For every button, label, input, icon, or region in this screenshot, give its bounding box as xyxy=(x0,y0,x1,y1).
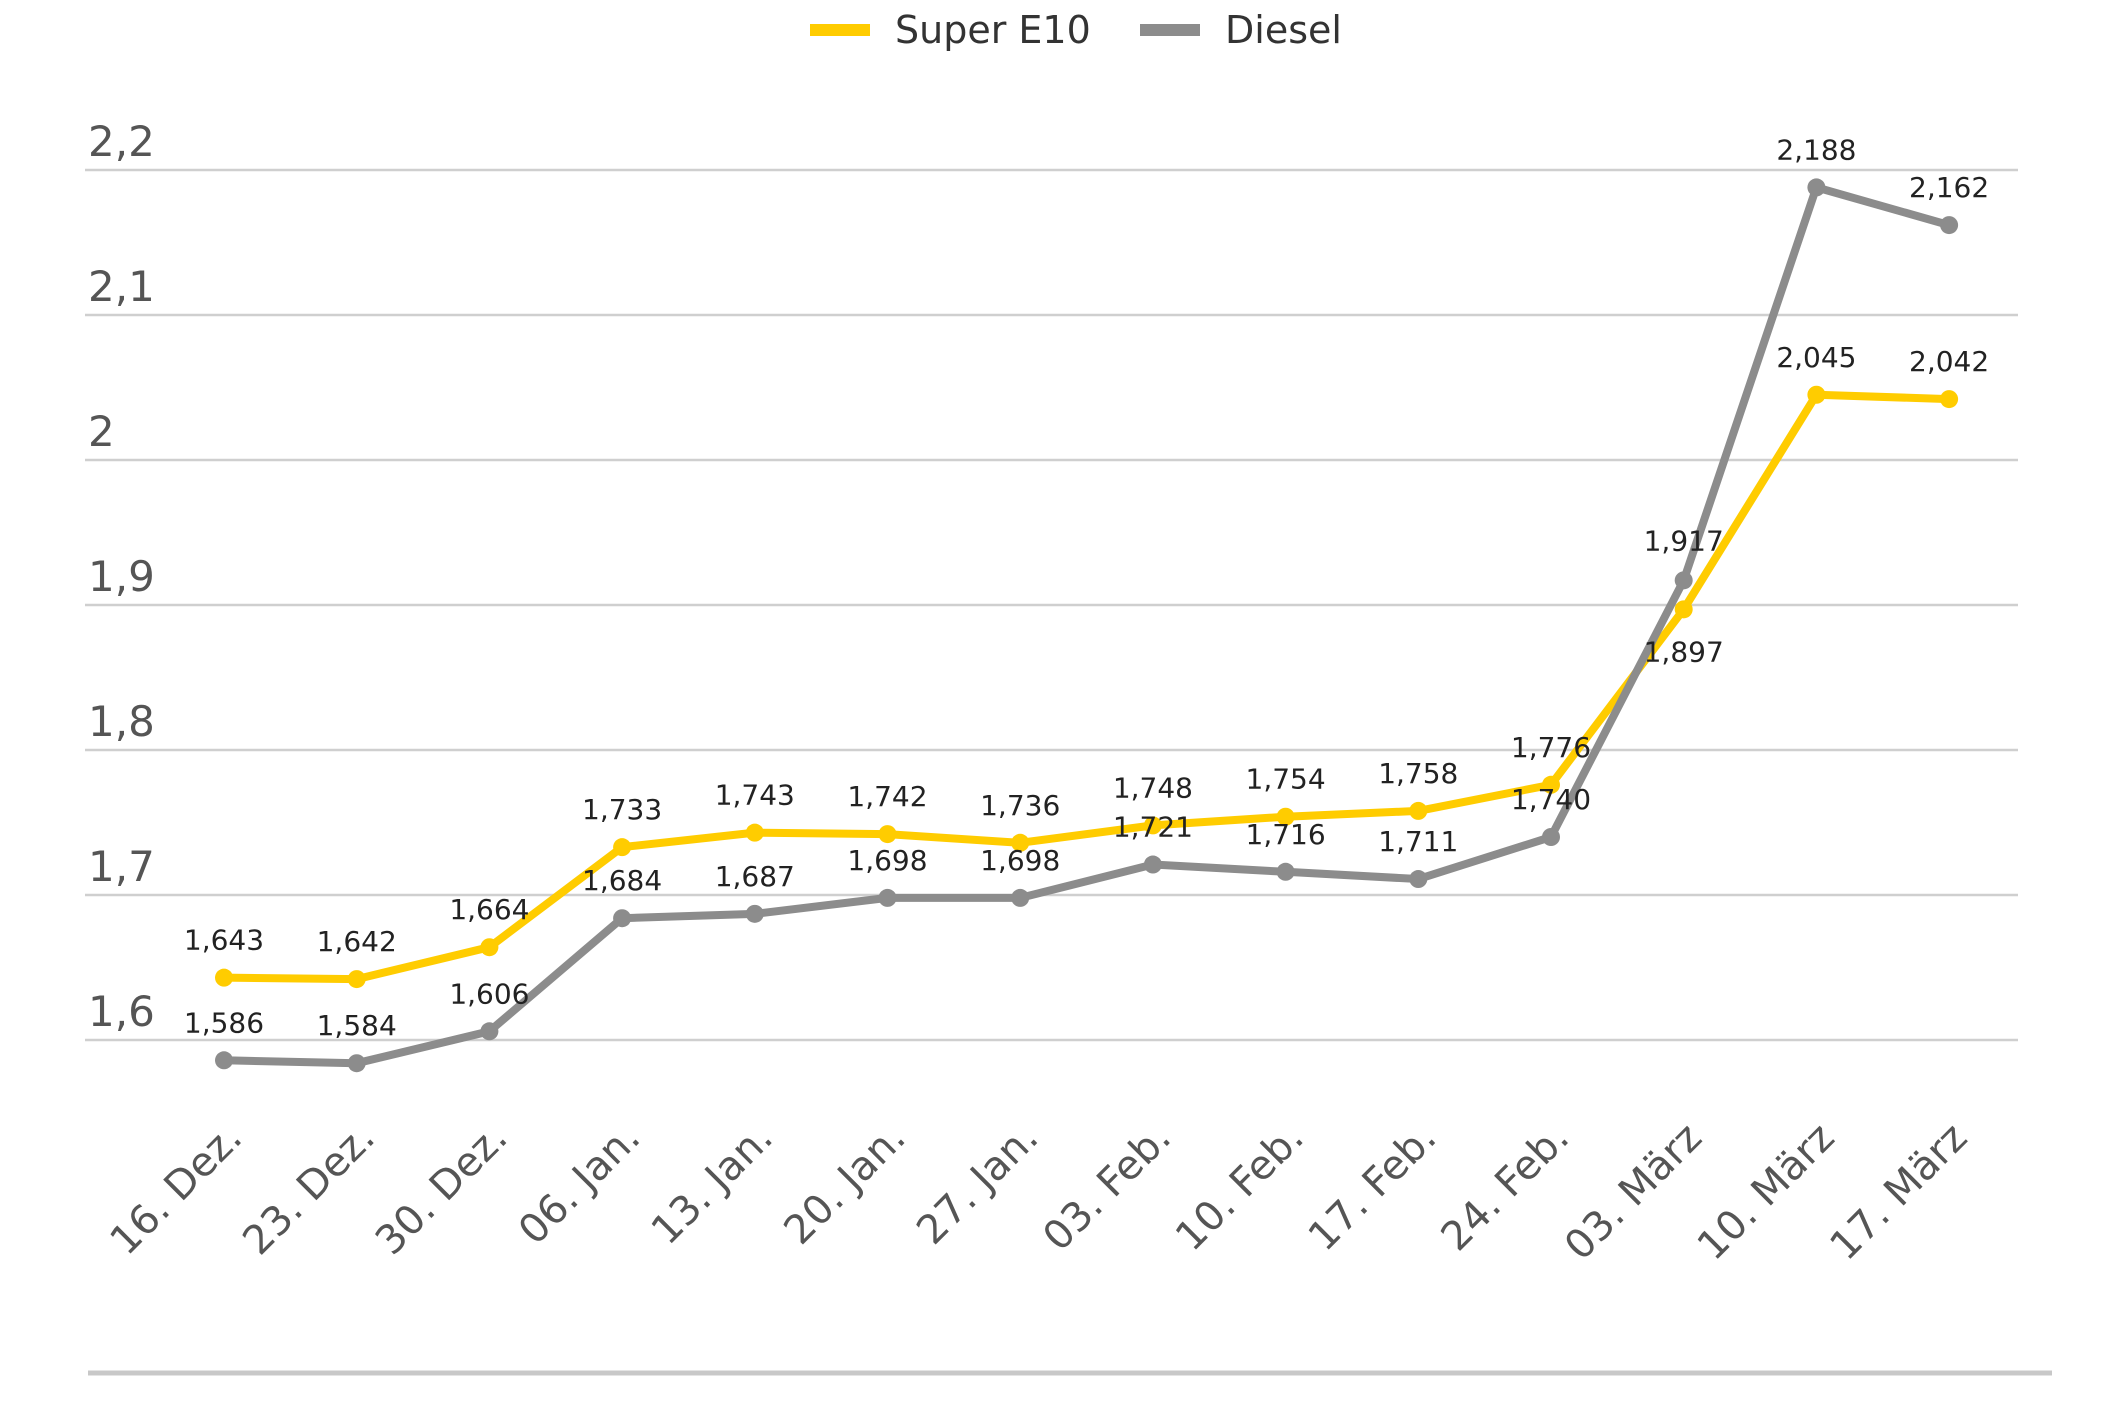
data-point xyxy=(347,970,366,989)
x-tick-label: 13. Jan. xyxy=(643,1115,782,1254)
series-group xyxy=(215,178,1959,1073)
data-point xyxy=(1542,775,1560,794)
data-label: 1,643 xyxy=(184,924,264,957)
data-label: 1,897 xyxy=(1644,635,1724,668)
data-point xyxy=(1940,390,1959,409)
data-label: 1,736 xyxy=(980,789,1060,822)
data-point xyxy=(1011,888,1030,907)
data-point xyxy=(215,1051,233,1070)
data-point xyxy=(1409,870,1428,889)
x-tick-label: 06. Jan. xyxy=(510,1115,649,1254)
x-axis-ticks: 16. Dez.23. Dez.30. Dez.06. Jan.13. Jan.… xyxy=(102,1115,1977,1270)
legend: Super E10 Diesel xyxy=(810,8,1342,52)
y-tick-label: 2,1 xyxy=(88,262,155,311)
data-point xyxy=(745,904,764,923)
data-label: 1,586 xyxy=(184,1006,264,1039)
data-label: 1,711 xyxy=(1378,825,1458,858)
data-point xyxy=(1674,600,1693,619)
y-tick-label: 2 xyxy=(88,407,115,456)
data-label: 1,776 xyxy=(1511,731,1591,764)
x-tick-label: 27. Jan. xyxy=(908,1115,1047,1254)
x-tick-label: 17. März xyxy=(1821,1115,1976,1270)
data-point xyxy=(1807,385,1826,404)
data-point xyxy=(613,909,632,928)
data-point xyxy=(878,825,897,844)
data-point xyxy=(1276,807,1295,826)
x-tick-label: 16. Dez. xyxy=(102,1115,252,1265)
data-label: 1,754 xyxy=(1246,763,1326,796)
data-label: 1,917 xyxy=(1644,524,1724,557)
x-tick-label: 23. Dez. xyxy=(234,1115,384,1265)
x-tick-label: 10. März xyxy=(1689,1115,1844,1270)
data-label: 1,687 xyxy=(715,860,795,893)
data-label: 2,188 xyxy=(1776,133,1856,166)
data-point xyxy=(215,968,233,987)
legend-label: Diesel xyxy=(1225,8,1342,52)
data-label: 1,684 xyxy=(582,864,662,897)
data-point xyxy=(480,938,499,957)
data-label: 1,698 xyxy=(847,844,927,877)
x-tick-label: 03. Feb. xyxy=(1034,1115,1180,1261)
data-label: 1,733 xyxy=(582,793,662,826)
data-label: 2,162 xyxy=(1909,171,1989,204)
y-tick-label: 2,2 xyxy=(88,117,155,166)
data-label: 1,721 xyxy=(1113,811,1193,844)
data-label: 1,584 xyxy=(317,1009,397,1042)
data-point xyxy=(1143,816,1162,835)
data-label: 1,743 xyxy=(715,779,795,812)
x-tick-label: 30. Dez. xyxy=(367,1115,517,1265)
data-point xyxy=(1940,216,1959,235)
y-tick-label: 1,6 xyxy=(88,987,155,1036)
y-tick-label: 1,9 xyxy=(88,552,155,601)
series-line-diesel xyxy=(220,183,1954,1068)
data-point xyxy=(878,888,897,907)
y-axis-ticks: 1,6 1,7 1,8 1,9 2 2,1 2,2 xyxy=(88,117,155,1036)
x-tick-label: 10. Feb. xyxy=(1167,1115,1313,1261)
data-label: 1,698 xyxy=(980,844,1060,877)
data-labels: 1,643 1,642 1,664 1,733 1,743 1,742 1,736 1,748… xyxy=(184,133,1989,1042)
data-label: 1,758 xyxy=(1378,757,1458,790)
gridlines xyxy=(85,168,2018,1042)
data-label: 2,045 xyxy=(1776,341,1856,374)
data-point xyxy=(1143,855,1162,874)
data-point xyxy=(1276,862,1295,881)
data-point xyxy=(613,838,632,857)
data-point xyxy=(745,823,764,842)
data-point xyxy=(1542,828,1560,846)
legend-label: Super E10 xyxy=(895,8,1091,52)
data-point xyxy=(1409,801,1428,820)
y-tick-label: 1,8 xyxy=(88,697,155,746)
data-label: 1,716 xyxy=(1246,818,1326,851)
data-point xyxy=(1674,571,1693,590)
x-tick-label: 20. Jan. xyxy=(775,1115,914,1254)
x-tick-label: 17. Feb. xyxy=(1300,1115,1446,1261)
data-label: 1,664 xyxy=(449,893,529,926)
data-point xyxy=(1807,178,1826,197)
data-label: 1,642 xyxy=(317,925,397,958)
x-tick-label: 03. März xyxy=(1556,1115,1711,1270)
y-tick-label: 1,7 xyxy=(88,842,155,891)
data-point xyxy=(1011,833,1030,852)
data-label: 1,748 xyxy=(1113,771,1193,804)
data-label: 1,742 xyxy=(847,780,927,813)
data-point xyxy=(480,1022,499,1041)
data-label: 2,042 xyxy=(1909,345,1989,378)
data-point xyxy=(347,1054,366,1073)
data-label: 1,606 xyxy=(449,977,529,1010)
series-line-super-e10 xyxy=(220,390,1954,984)
data-label: 1,740 xyxy=(1511,783,1591,816)
